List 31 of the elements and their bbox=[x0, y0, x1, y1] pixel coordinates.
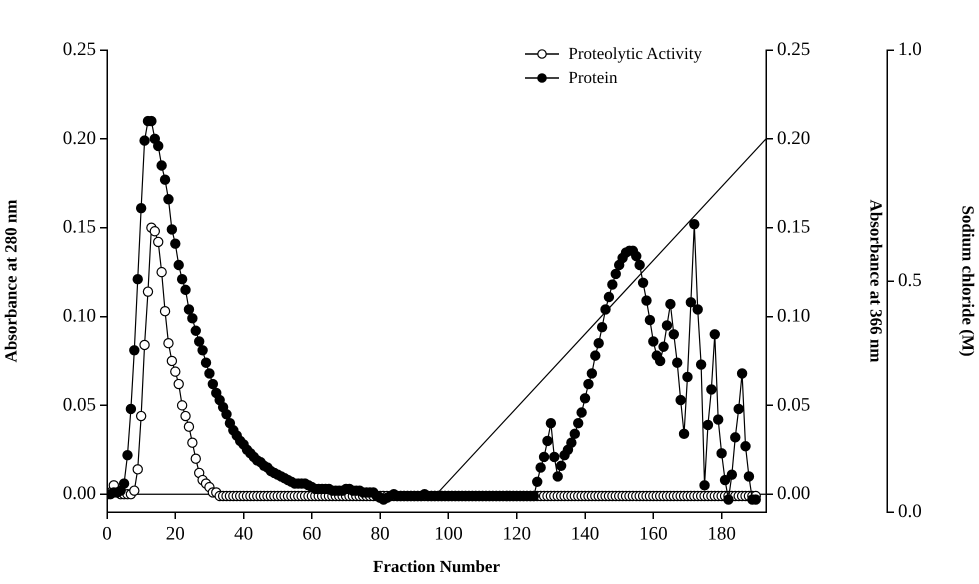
x-tick-label: 20 bbox=[166, 523, 185, 544]
y-tick-label: 0.15 bbox=[62, 216, 96, 238]
y-tick-label: 0.00 bbox=[62, 483, 96, 504]
legend-label: Protein bbox=[568, 68, 618, 88]
y3-tick-label: 0.5 bbox=[898, 270, 922, 291]
y2-tick-label: 0.25 bbox=[777, 38, 810, 60]
y-tick-label: 0.20 bbox=[62, 128, 96, 149]
x-tick-label: 80 bbox=[370, 523, 390, 544]
y2-tick-label: 0.00 bbox=[777, 483, 810, 504]
y3-tick-label: 1.0 bbox=[898, 38, 922, 60]
x-tick-label: 100 bbox=[434, 523, 463, 544]
x-tick-label: 120 bbox=[502, 523, 531, 544]
x-tick-label: 140 bbox=[570, 523, 600, 544]
y-tick-label: 0.10 bbox=[62, 306, 96, 327]
y2-tick-label: 0.20 bbox=[777, 128, 810, 149]
y2-tick-label: 0.15 bbox=[777, 216, 810, 238]
y-tick-label: 0.05 bbox=[62, 394, 96, 416]
y-axis-title: Absorbance at 280 nm bbox=[2, 200, 21, 362]
x-tick-label: 180 bbox=[707, 523, 736, 544]
x-tick-label: 60 bbox=[302, 523, 322, 544]
x-tick-label: 160 bbox=[639, 523, 668, 544]
y2-axis-title: Absorbance at 366 nm bbox=[866, 200, 886, 362]
legend-label: Proteolytic Activity bbox=[568, 44, 702, 64]
x-tick-label: 40 bbox=[234, 523, 254, 544]
y3-tick-label: 0.0 bbox=[898, 500, 922, 522]
y3-axis-title: Sodium chloride (M) bbox=[958, 205, 978, 357]
y2-tick-label: 0.05 bbox=[777, 394, 810, 416]
y2-tick-label: 0.10 bbox=[777, 306, 810, 327]
x-tick-label: 0 bbox=[102, 523, 112, 544]
y-tick-label: 0.25 bbox=[62, 38, 96, 60]
x-axis-title: Fraction Number bbox=[372, 557, 500, 576]
